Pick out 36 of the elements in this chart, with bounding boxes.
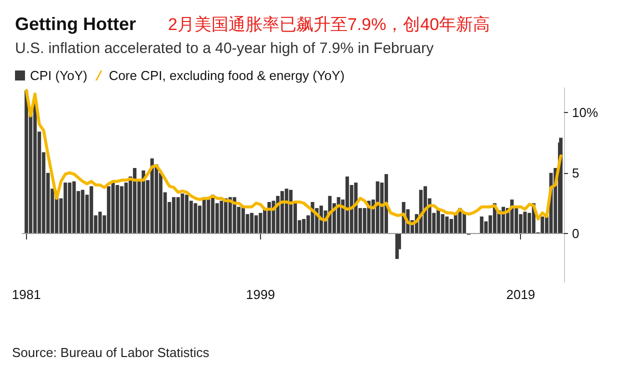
- x-tick-label: 1981: [12, 287, 41, 302]
- bar: [354, 182, 358, 234]
- bar: [220, 200, 224, 234]
- bar: [90, 186, 94, 234]
- bar: [142, 170, 146, 234]
- bar: [254, 215, 258, 234]
- bar: [302, 218, 306, 234]
- bar: [445, 216, 449, 234]
- bar: [98, 212, 102, 234]
- chart-title: Getting Hotter: [15, 14, 136, 34]
- bar: [111, 181, 115, 234]
- bar: [176, 197, 180, 234]
- x-tick-label: 1999: [246, 287, 275, 302]
- bar: [241, 206, 245, 234]
- bar: [440, 214, 444, 234]
- legend-label: Core CPI, excluding food & energy (YoY): [108, 68, 345, 83]
- y-tick-label: 0: [572, 226, 580, 241]
- bar: [116, 185, 120, 234]
- text: 2月美国通胀率已飙升至7.9%，创40年新高: [168, 15, 490, 34]
- bar: [376, 181, 380, 234]
- bar: [284, 188, 288, 234]
- bar: [150, 158, 154, 234]
- bar: [194, 203, 198, 234]
- x-tick-label: 2019: [506, 287, 536, 302]
- bar: [480, 216, 484, 234]
- bar: [289, 190, 293, 234]
- bar: [64, 182, 68, 234]
- chart-subtitle: U.S. inflation accelerated to a 40-year high of 7.9% in February: [15, 40, 434, 57]
- y-tick-label: 5: [572, 165, 580, 180]
- legend-label: CPI (YoY): [30, 68, 88, 83]
- bar: [180, 193, 184, 234]
- bar: [523, 212, 527, 234]
- source-note: Source: Bureau of Labor Statistics: [12, 345, 210, 360]
- line-series: [24, 88, 562, 226]
- bar: [72, 181, 76, 234]
- y-tick-label: 10%: [572, 104, 598, 120]
